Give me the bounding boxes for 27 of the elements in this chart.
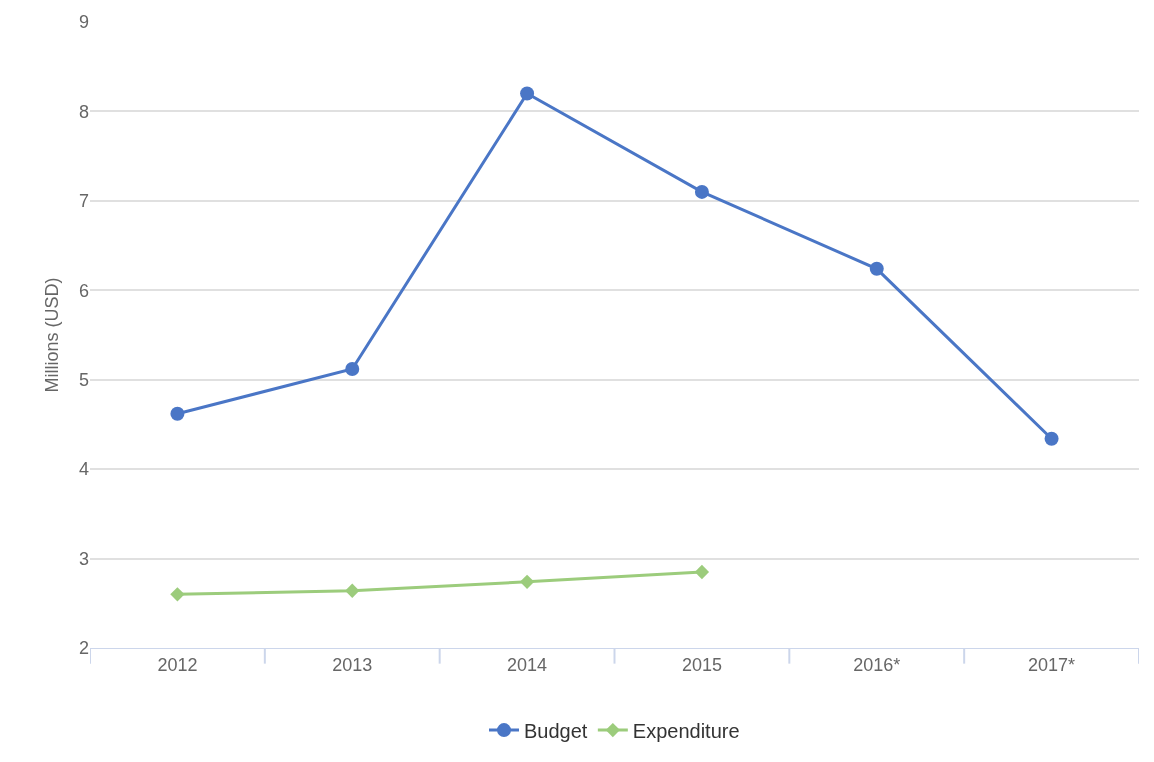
x-tick-label: 2013 — [332, 654, 373, 675]
y-tick-label: 5 — [78, 370, 89, 391]
y-tick-label: 2 — [78, 638, 89, 659]
point — [1044, 431, 1059, 446]
x-tick-label: 2012 — [157, 654, 198, 675]
x-tick-label: 2016* — [853, 654, 901, 675]
legend-label: Budget — [524, 719, 588, 742]
point — [345, 361, 360, 376]
y-tick-label: 9 — [78, 12, 89, 33]
point — [869, 261, 884, 276]
y-tick-label: 8 — [78, 101, 89, 122]
point — [694, 184, 709, 199]
y-tick-label: 4 — [78, 459, 89, 480]
x-tick-label: 2014 — [507, 654, 548, 675]
point — [520, 86, 535, 101]
point — [170, 406, 185, 421]
y-tick-label: 7 — [78, 191, 89, 212]
y-tick-label: 6 — [78, 280, 89, 301]
point — [170, 587, 185, 602]
point — [345, 583, 360, 598]
y-axis-title: Millions (USD) — [42, 277, 63, 393]
y-tick-label: 3 — [78, 548, 89, 569]
point — [519, 574, 535, 589]
x-tick-label: 2015 — [681, 654, 722, 675]
point — [694, 564, 710, 580]
x-tick-label: 2017* — [1028, 654, 1076, 675]
legend-label: Expenditure — [632, 719, 740, 742]
